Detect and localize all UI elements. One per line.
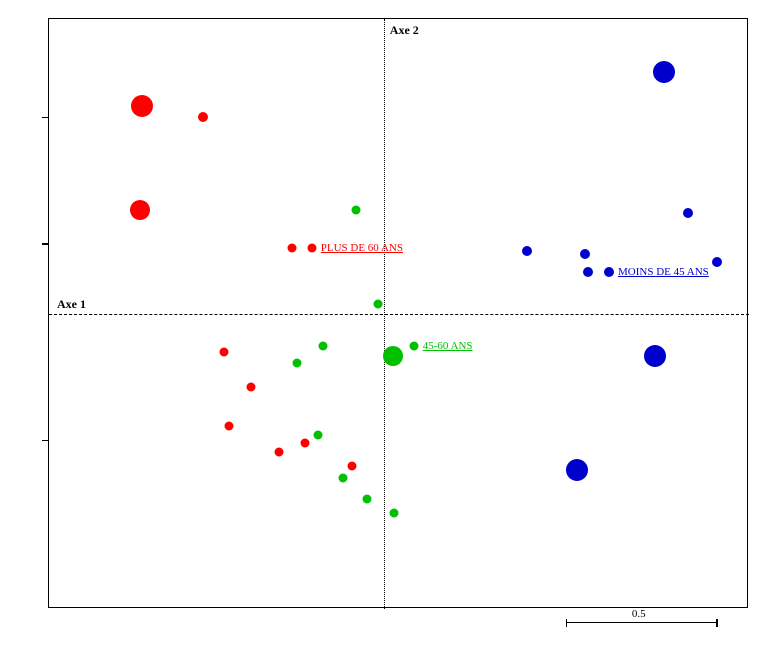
- scatter-point: [712, 257, 722, 267]
- scatter-point: [300, 439, 309, 448]
- scatter-point: [224, 422, 233, 431]
- scatter-point: [383, 346, 403, 366]
- axis-x-line: [49, 314, 749, 315]
- scatter-point: [583, 267, 593, 277]
- category-label: 45-60 ANS: [423, 340, 473, 352]
- category-marker: [604, 267, 614, 277]
- scatter-point: [522, 246, 532, 256]
- scatter-point: [131, 95, 153, 117]
- scatter-point: [566, 459, 588, 481]
- scatter-point: [247, 383, 256, 392]
- category-marker: [308, 243, 317, 252]
- scatter-point: [363, 495, 372, 504]
- ytick: [42, 243, 49, 245]
- scatter-point: [373, 300, 382, 309]
- scatter-chart: Axe 1 Axe 2 PLUS DE 60 ANS 45-60 ANS MOINS D…: [0, 0, 783, 661]
- scatter-point: [288, 243, 297, 252]
- scatter-point: [653, 61, 675, 83]
- scatter-point: [293, 359, 302, 368]
- scatter-point: [390, 509, 399, 518]
- scatter-point: [644, 345, 666, 367]
- category-marker: [410, 342, 419, 351]
- axis-y-line: [384, 19, 385, 609]
- scatter-point: [347, 461, 356, 470]
- scatter-point: [683, 208, 693, 218]
- ytick: [42, 440, 49, 442]
- scale-bar: [566, 622, 718, 623]
- scatter-point: [274, 447, 283, 456]
- scatter-point: [318, 342, 327, 351]
- scatter-point: [580, 249, 590, 259]
- scatter-point: [314, 430, 323, 439]
- scatter-point: [220, 347, 229, 356]
- plot-area: Axe 1 Axe 2 PLUS DE 60 ANS 45-60 ANS MOINS D…: [48, 18, 748, 608]
- scatter-point: [198, 112, 208, 122]
- axis-x-label: Axe 1: [57, 297, 86, 312]
- scatter-point: [352, 206, 361, 215]
- ytick: [42, 117, 49, 119]
- category-label: PLUS DE 60 ANS: [321, 242, 403, 254]
- axis-y-label: Axe 2: [390, 23, 419, 38]
- scatter-point: [338, 474, 347, 483]
- scatter-point: [130, 200, 150, 220]
- scale-bar-label: 0.5: [632, 608, 646, 620]
- category-label: MOINS DE 45 ANS: [618, 266, 709, 278]
